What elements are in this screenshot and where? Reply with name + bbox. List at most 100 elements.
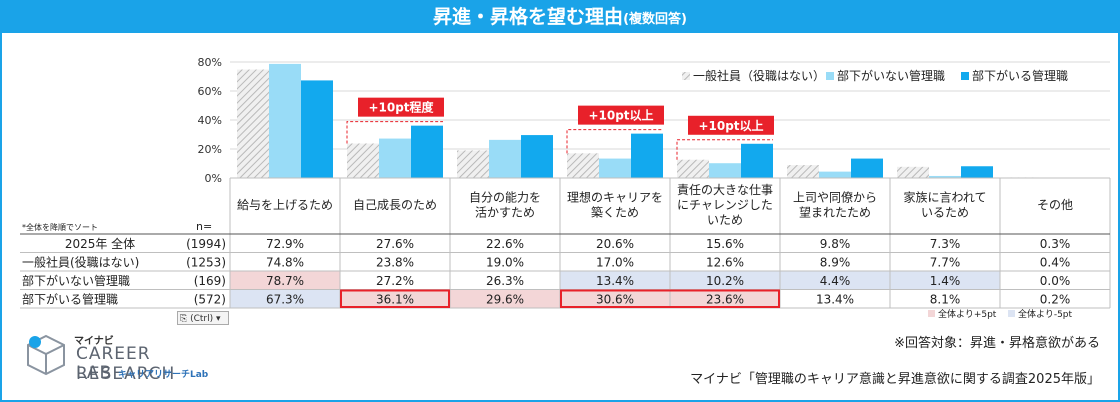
table-cell: 74.8% bbox=[266, 256, 304, 270]
table-cell: 78.7% bbox=[266, 274, 304, 288]
table-cell: 26.3% bbox=[486, 274, 524, 288]
table-cell: 17.0% bbox=[596, 256, 634, 270]
bar-3 bbox=[301, 80, 333, 178]
y-tick-label: 40% bbox=[198, 114, 222, 127]
category-label: その他 bbox=[1037, 198, 1073, 212]
bar-3 bbox=[631, 133, 663, 178]
category-label: 活かすため bbox=[475, 206, 535, 220]
highlight-cell bbox=[560, 290, 670, 308]
bar-3 bbox=[411, 125, 443, 178]
bar-1 bbox=[457, 150, 489, 178]
bar-1 bbox=[787, 165, 819, 178]
row-label: 2025年 全体 bbox=[65, 236, 135, 251]
table-cell: 0.3% bbox=[1040, 237, 1071, 251]
paste-options-label: (Ctrl) ▾ bbox=[190, 314, 221, 324]
annotation-text: +10pt以上 bbox=[588, 108, 653, 123]
y-tick-label: 0% bbox=[205, 172, 222, 185]
highlight-cell bbox=[450, 290, 560, 308]
row-n: (1253) bbox=[186, 256, 226, 270]
table-cell: 36.1% bbox=[376, 293, 414, 307]
bar-2 bbox=[489, 139, 521, 178]
bar-2 bbox=[599, 158, 631, 178]
table-cell: 30.6% bbox=[596, 293, 634, 307]
highlight-box bbox=[560, 289, 780, 308]
highlight-cell bbox=[670, 271, 780, 289]
y-tick-label: 60% bbox=[198, 85, 222, 98]
bar-3 bbox=[521, 135, 553, 178]
table-cell: 20.6% bbox=[596, 237, 634, 251]
highlight-cell bbox=[340, 290, 450, 308]
bar-3 bbox=[741, 143, 773, 178]
row-n: (1994) bbox=[186, 237, 226, 251]
paste-options-button[interactable]: ⎘ (Ctrl) ▾ bbox=[177, 311, 229, 325]
table-cell: 1.4% bbox=[930, 274, 961, 288]
table-cell: 27.6% bbox=[376, 237, 414, 251]
category-label: 自己成長のため bbox=[353, 198, 437, 212]
category-label: 上司や同僚から bbox=[793, 190, 877, 205]
category-label: 給与を上げるため bbox=[237, 198, 333, 212]
y-tick-label: 80% bbox=[198, 56, 222, 69]
annotation-text: +10pt程度 bbox=[368, 100, 434, 115]
category-label: 家族に言われて bbox=[903, 190, 986, 205]
category-label: 理想のキャリアを bbox=[567, 190, 663, 205]
row-n: (169) bbox=[194, 274, 226, 288]
bar-2 bbox=[929, 175, 961, 178]
table-cell: 67.3% bbox=[266, 293, 304, 307]
bar-2 bbox=[269, 63, 301, 179]
category-label: 自分の能力を bbox=[469, 191, 541, 205]
annotation-box bbox=[688, 115, 774, 135]
highlight-cell bbox=[780, 271, 890, 289]
category-label: いため bbox=[707, 213, 743, 227]
table-cell: 19.0% bbox=[486, 256, 524, 270]
chart-title-sub: (複数回答) bbox=[623, 12, 687, 27]
source-note: マイナビ「管理職のキャリア意識と昇進意欲に関する調査2025年版」 bbox=[690, 372, 1100, 387]
category-label: 望まれたため bbox=[799, 206, 871, 220]
n-label: n= bbox=[196, 220, 212, 233]
row-label: 部下がいない管理職 bbox=[22, 273, 130, 288]
highlight-cell bbox=[560, 271, 670, 289]
table-cell: 9.8% bbox=[820, 237, 851, 251]
table-cell: 27.2% bbox=[376, 274, 414, 288]
legend-label: 部下がいない管理職 bbox=[837, 68, 945, 83]
bar-1 bbox=[347, 143, 379, 178]
highlight-cell bbox=[230, 290, 340, 308]
bar-2 bbox=[819, 171, 851, 178]
table-cell: 8.1% bbox=[930, 293, 961, 307]
y-tick-label: 20% bbox=[198, 143, 222, 156]
legend-label: 一般社員（役職はない） bbox=[693, 68, 825, 83]
respondent-note: ※回答対象：昇進・昇格意欲がある bbox=[894, 336, 1100, 351]
table-cell: 13.4% bbox=[596, 274, 634, 288]
row-label: 部下がいる管理職 bbox=[22, 292, 118, 307]
key-down-label: 全体より-5pt bbox=[1018, 308, 1073, 320]
key-up-swatch bbox=[928, 310, 935, 317]
logo-sub-text: キャリアリサーチLab bbox=[118, 370, 209, 380]
highlight-cell bbox=[670, 290, 780, 308]
table-cell: 22.6% bbox=[486, 237, 524, 251]
legend-swatch bbox=[682, 72, 690, 80]
bar-1 bbox=[897, 166, 929, 178]
legend-swatch bbox=[961, 72, 969, 80]
bar-3 bbox=[961, 166, 993, 178]
bar-1 bbox=[567, 153, 599, 178]
annotation-box bbox=[578, 105, 664, 125]
annotation-bracket bbox=[566, 129, 663, 154]
row-label: 一般社員(役職はない) bbox=[22, 255, 139, 270]
logo-main-text: CAREER RESEARCH bbox=[76, 344, 176, 384]
annotation-bracket bbox=[676, 139, 773, 160]
highlight-box bbox=[340, 289, 450, 308]
chart-title: 昇進・昇格を望む理由 bbox=[433, 6, 624, 28]
bar-1 bbox=[237, 69, 269, 178]
table-cell: 0.2% bbox=[1040, 293, 1071, 307]
annotation-box bbox=[358, 97, 444, 117]
annotation-text: +10pt以上 bbox=[698, 118, 763, 133]
table-cell: 10.2% bbox=[706, 274, 744, 288]
key-up-label: 全体より+5pt bbox=[938, 308, 997, 320]
table-cell: 0.0% bbox=[1040, 274, 1071, 288]
legend-label: 部下がいる管理職 bbox=[972, 68, 1068, 83]
table-cell: 7.3% bbox=[930, 237, 961, 251]
highlight-cell bbox=[890, 271, 1000, 289]
logo-top-text: マイナビ bbox=[74, 336, 114, 347]
table-cell: 0.4% bbox=[1040, 256, 1071, 270]
row-n: (572) bbox=[194, 293, 226, 307]
